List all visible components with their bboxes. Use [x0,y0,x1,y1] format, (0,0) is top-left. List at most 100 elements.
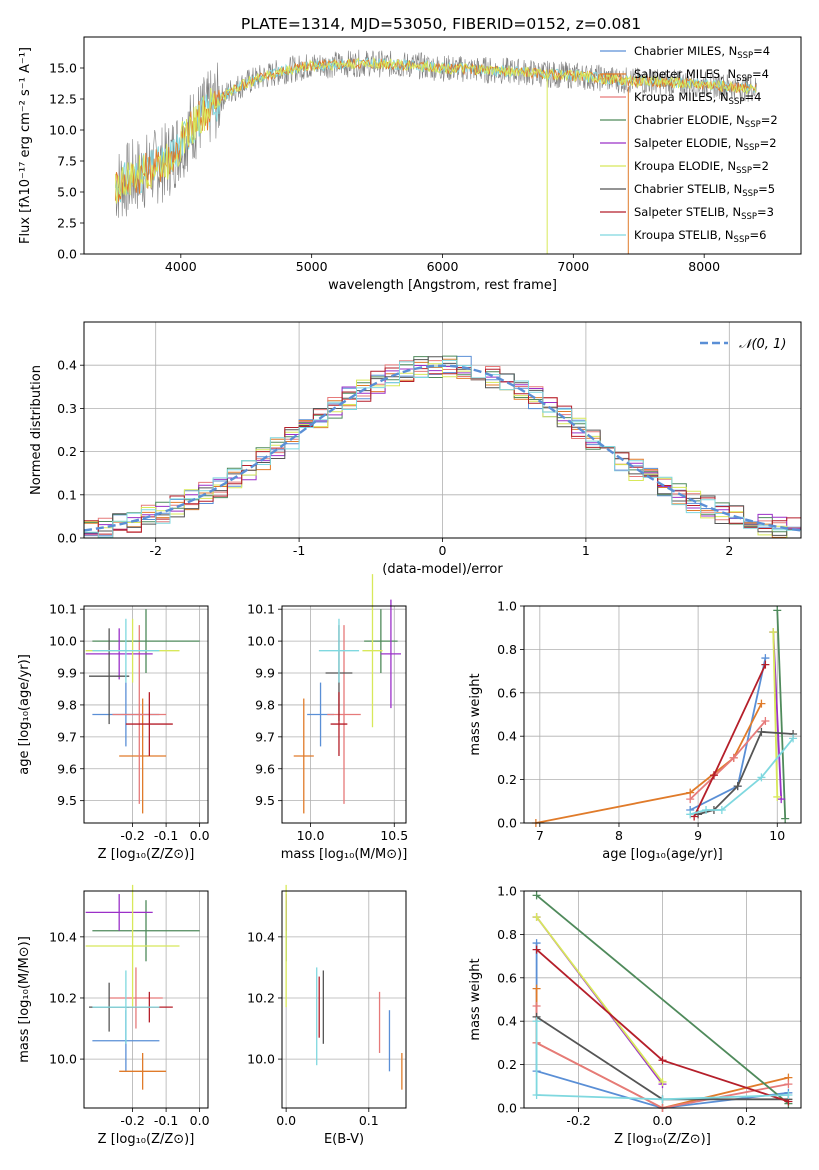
spectrum-model-line [114,56,757,204]
series-line [536,894,789,1105]
y-tick-label: 0.8 [497,642,517,657]
histogram-step [84,367,801,535]
x-tick-label: -0.2 [120,1113,144,1128]
y-tick-label: 9.5 [57,793,77,808]
series-marker [733,782,742,791]
x-tick-label: 1 [582,543,590,558]
panel-3: 10.0 10.5 9.5 9.6 9.7 9.8 9.9 10.0 10.1 mass [log… [247,574,408,862]
series-marker [532,984,541,993]
x-tick-label: 0.0 [190,1113,210,1128]
x-tick-label: 0.0 [190,828,210,843]
y-tick-label: 9.8 [255,697,275,712]
series-marker [773,606,782,615]
y-tick-label: 1.0 [497,599,517,614]
plot-area [531,606,798,827]
x-tick-label: 0.0 [276,1113,296,1128]
legend-label: Chabrier MILES, NSSP=4 [634,44,770,61]
x-tick-label: -1 [293,543,305,558]
y-tick-label: 15.0 [49,61,77,76]
legend-label: 𝒩(0, 1) [739,337,786,352]
series-marker [658,1095,667,1104]
spectrum-data-line [115,49,757,218]
legend-label: Salpeter MILES, NSSP=4 [634,67,769,84]
series-marker [658,1077,667,1086]
series-line [776,610,787,819]
series-marker [757,727,766,736]
error-bar-point [318,618,360,683]
y-tick-label: 10.1 [247,602,275,617]
y-tick-label: 0.4 [497,1014,517,1029]
x-tick-label: 10.0 [297,828,325,843]
x-tick-label: 6000 [427,259,459,274]
legend-value: =5 [758,182,775,196]
legend-subscript: SSP [744,143,760,153]
y-tick-label: 0.2 [57,444,77,459]
series-line [535,1021,789,1101]
series-marker [532,945,541,954]
y-tick-label: 9.9 [255,666,275,681]
plot-area [114,49,757,254]
y-tick-label: 9.7 [255,729,275,744]
legend-subscript: SSP [745,120,761,130]
x-tick-label: 7000 [557,259,589,274]
histogram-step [84,359,801,538]
y-tick-label: 9.7 [57,729,77,744]
error-bar-point [327,625,361,804]
error-bar-point [109,967,163,1029]
legend-label: Kroupa STELIB, NSSP=6 [634,228,766,245]
x-tick-label: -2 [149,543,161,558]
x-axis-label: Z [log₁₀(Z/Z⊙)] [614,1132,711,1147]
error-bar-point [119,1052,167,1090]
y-tick-label: 10.0 [247,634,275,649]
axes-frame [281,605,407,824]
error-bar-point [293,698,314,814]
error-bar-point [362,574,383,728]
error-bar-point [85,884,180,1008]
x-axis-label: wavelength [Angstrom, rest frame] [328,278,557,293]
legend-value: =2 [760,136,777,150]
y-tick-label: 9.6 [255,761,275,776]
series-line [772,631,779,798]
y-axis-label: Flux [fλ10⁻¹⁷ erg cm⁻² s⁻¹ A⁻¹] [18,47,33,244]
x-tick-label: -0.2 [120,828,144,843]
legend-value: =4 [744,90,761,104]
x-tick-label: 8000 [688,259,720,274]
panel-2: -0.2 -0.1 0.0 9.5 9.6 9.7 9.8 9.9 10.0 10.1 Z [log… [17,602,210,862]
x-axis-label: Z [log₁₀(Z/Z⊙)] [98,847,195,862]
series-marker [784,1080,793,1089]
y-tick-label: 0.4 [57,358,77,373]
legend-label: Salpeter ELODIE, NSSP=2 [634,136,777,153]
y-tick-label: 0.6 [497,685,517,700]
y-tick-label: 5.0 [57,185,77,200]
series-marker [781,814,790,823]
series-marker [532,913,541,922]
error-bar-point [364,609,398,674]
y-tick-label: 0.0 [497,816,517,831]
axes-frame [281,890,407,1109]
y-tick-label: 10.0 [49,123,77,138]
y-tick-label: 10.2 [49,990,77,1005]
series-marker [757,773,766,782]
x-tick-label: 2 [725,543,733,558]
series-line [689,720,767,800]
x-tick-label: 7 [536,828,544,843]
y-tick-label: 10.0 [49,634,77,649]
legend-value: =4 [753,44,770,58]
error-bar-point [330,692,348,756]
y-tick-label: 9.9 [57,666,77,681]
x-axis-label: Z [log₁₀(Z/Z⊙)] [98,1132,195,1147]
series-marker [686,810,695,819]
histogram-step [84,363,801,539]
y-axis-label: mass [log₁₀(M/M⊙)] [17,936,32,1063]
y-tick-label: 9.8 [57,697,77,712]
error-bar-point [112,625,167,804]
series-marker [773,792,782,801]
axes-frame [83,605,209,824]
series-marker [686,795,695,804]
series-marker [757,699,766,708]
legend-value: =4 [752,67,769,81]
x-tick-label: -0.1 [154,828,178,843]
y-tick-label: 7.5 [57,154,77,169]
series-marker [784,1090,793,1099]
